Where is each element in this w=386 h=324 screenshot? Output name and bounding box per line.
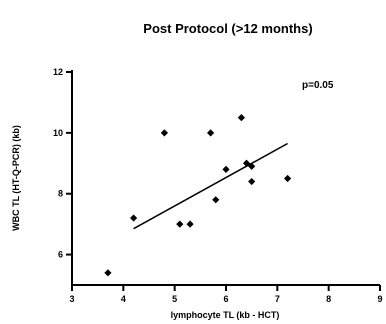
x-tick-label: 8 xyxy=(326,294,331,304)
data-point xyxy=(222,165,230,173)
x-tick-label: 4 xyxy=(121,294,126,304)
y-tick-label: 12 xyxy=(53,67,63,77)
x-tick-label: 6 xyxy=(223,294,228,304)
data-point xyxy=(207,129,215,137)
data-point xyxy=(130,214,138,222)
x-tick-label: 3 xyxy=(69,294,74,304)
x-tick-label: 7 xyxy=(275,294,280,304)
data-point xyxy=(104,269,112,277)
data-points xyxy=(104,114,292,277)
data-point xyxy=(284,174,292,183)
trend-line xyxy=(133,142,288,230)
data-point xyxy=(242,159,251,167)
y-tick-label: 6 xyxy=(58,250,63,260)
data-point xyxy=(248,177,256,186)
x-tick-label: 5 xyxy=(172,294,177,304)
x-axis-label: lymphocyte TL (kb - HCT) xyxy=(171,310,280,320)
p-value-annotation: p=0.05 xyxy=(302,80,334,91)
x-tick-label: 9 xyxy=(377,294,382,304)
data-point xyxy=(212,196,220,204)
data-point xyxy=(160,129,168,137)
y-tick-label: 10 xyxy=(53,128,63,138)
chart-title: Post Protocol (>12 months) xyxy=(143,21,312,36)
data-point xyxy=(176,220,184,228)
data-point xyxy=(248,162,256,170)
data-point xyxy=(237,114,245,122)
data-point xyxy=(186,220,194,228)
y-ticks: 6 8 10 12 xyxy=(53,67,72,260)
y-tick-label: 8 xyxy=(58,189,63,199)
y-axis-label: WBC TL (HT-Q-PCR) (kb) xyxy=(11,125,21,231)
x-ticks: 3 4 5 6 7 8 9 xyxy=(69,285,383,304)
